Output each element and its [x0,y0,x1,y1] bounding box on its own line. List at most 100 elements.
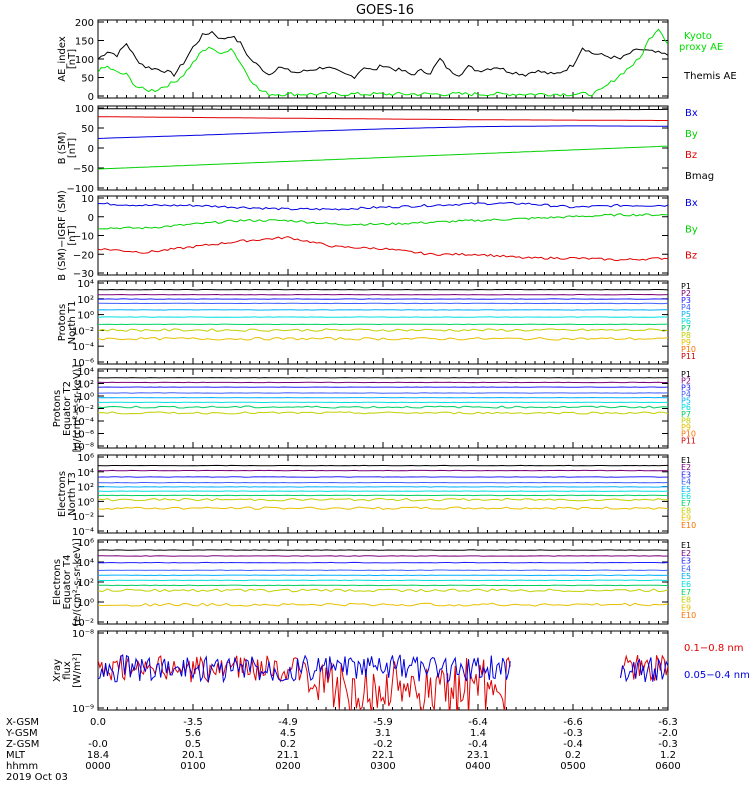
legend-entry: E2 [681,549,691,558]
y-tick-label: 10⁻² [72,326,94,337]
y-tick-label: 10⁻⁹ [72,704,94,715]
channel-line [98,298,668,300]
y-tick-label: −10 [73,232,94,243]
y-axis-label: Protons [57,304,68,341]
x-axis-value: 0000 [85,761,110,772]
y-tick-label: −50 [73,164,94,175]
y-axis-label: Equator T4 [62,555,73,610]
y-tick-label: 10⁴ [77,367,94,378]
channel-line [98,497,668,502]
x-axis-value: 4.5 [280,728,296,739]
y-tick-label: 0 [88,92,94,103]
plot-title: GOES-16 [356,3,414,18]
y-axis-label: [nT] [67,225,78,245]
legend-entry: proxy AE [679,42,723,53]
y-tick-label: 10⁻⁴ [72,342,94,353]
y-tick-label: 10⁰ [77,392,94,403]
panel-data [98,201,668,262]
y-tick-label: 10⁰ [77,311,94,322]
legend-entry: P7 [681,410,691,419]
legend-entry: E8 [681,506,691,515]
y-tick-label: 200 [75,18,94,29]
legend-entry: E5 [681,485,691,494]
channel-line [98,506,668,510]
x-axis-value: -0.0 [88,739,108,750]
y-tick-label: 10⁴ [77,468,94,479]
y-axis-label: North T3 [67,472,78,516]
y-tick-label: 100 [75,104,94,115]
x-axis-value: 0.0 [90,717,106,728]
panel-data [98,288,668,341]
x-axis-value: 22.1 [372,750,394,761]
y-axis-label: B (SM)−IGRF (SM) [57,190,68,281]
panel-data [98,377,668,415]
panel-frame [97,454,669,534]
y-tick-label: 0 [88,213,94,224]
y-tick-label: 10 [81,194,94,205]
x-axis-value: -5.9 [373,717,393,728]
legend-entry: 0.1−0.8 nm [684,643,743,654]
legend-entry: P10 [681,345,696,354]
legend-entry: P1 [681,370,691,379]
legend-entry: P4 [681,390,691,399]
x-axis-value: -0.2 [373,739,393,750]
y-tick-label: −100 [67,184,94,195]
y-tick-label: 10⁻² [72,405,94,416]
x-axis-row-label: MLT [6,750,26,761]
y-axis-label: Protons [52,390,63,427]
y-tick-label: 10⁻⁶ [72,358,94,369]
legend-entry: E7 [681,499,691,508]
legend-entry: E10 [681,521,696,530]
y-axis-label: [p/(cm²-s-sr-keV)] [72,365,83,453]
panel-data [98,549,668,607]
channel-line [98,549,668,551]
legend-entry: E2 [681,463,691,472]
legend-entry: Bz [685,150,697,161]
x-axis-value: 21.1 [277,750,299,761]
x-axis-value: -2.0 [658,728,678,739]
x-axis-value: 1.2 [660,750,676,761]
x-axis-value: 0.5 [185,739,201,750]
y-tick-label: 100 [75,55,94,66]
legend-entry: E5 [681,572,691,581]
legend-entry: P10 [681,430,696,439]
y-axis-label: [nT] [67,49,78,69]
legend-entry: E4 [681,564,691,573]
x-axis-value: -6.4 [468,717,488,728]
channel-line [98,405,668,409]
x-axis-row-label: X-GSM [6,717,39,728]
panel-3: 10 0 −10 −20 −30 B (SM)−IGRF (SM) [nT] Bx By Bz [57,190,698,281]
y-tick-label: 10² [77,295,94,306]
x-axis-value: 0.2 [565,750,581,761]
x-axis-value: 1.4 [470,728,486,739]
x-axis-value: -6.3 [658,717,678,728]
panel-data [98,654,668,710]
y-axis-label: AE_index [57,36,68,82]
y-tick-label: −30 [73,269,94,280]
x-axis-row-label: Z-GSM [6,739,39,750]
x-axis-value: 23.1 [467,750,489,761]
y-tick-label: 10⁰ [77,598,94,609]
channel-line [98,481,668,484]
legend-entry: E1 [681,541,691,550]
y-tick-label: 10⁶ [77,538,94,549]
legend-entry: Bx [685,108,698,119]
panel-frame [97,539,669,625]
series-line [98,236,668,262]
x-axis-value: 0200 [275,761,300,772]
y-tick-label: 10⁻⁶ [72,430,94,441]
panel-frame [97,280,669,365]
series-line [98,30,668,80]
x-axis-value: -6.6 [563,717,583,728]
legend-entry: E9 [681,514,691,523]
legend-entry: Kyoto [684,31,712,42]
y-axis-label: North T1 [67,301,78,345]
series-line [98,116,668,121]
legend-entry: P9 [681,423,691,432]
series-line [98,125,668,139]
legend-entry: P6 [681,403,691,412]
legend-entry: P6 [681,317,691,326]
panel-frame [97,195,669,276]
